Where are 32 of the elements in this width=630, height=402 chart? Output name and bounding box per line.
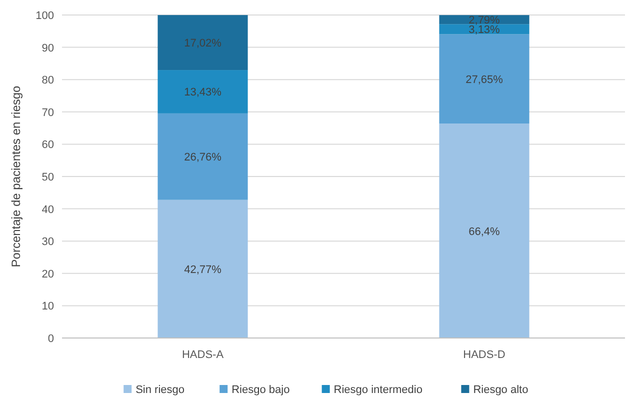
data-label: 13,43% [184, 86, 222, 99]
y-tick-label: 60 [42, 139, 54, 152]
y-tick-label: 90 [42, 42, 54, 54]
bar [439, 124, 530, 338]
y-tick-label: 70 [42, 106, 54, 119]
data-label: 17,02% [184, 38, 222, 50]
bar [158, 15, 248, 70]
bar [439, 34, 530, 124]
y-tick-label: 10 [42, 300, 54, 313]
x-tick-label: HADS-D [463, 349, 506, 361]
y-tick-label: 20 [42, 268, 54, 280]
data-label: 42,77% [184, 264, 222, 276]
legend-label: Riesgo alto [473, 384, 528, 396]
y-tick-label: 40 [42, 204, 54, 216]
data-label: 2,79% [468, 14, 500, 27]
y-axis-title: Porcentaje de pacientes en riesgo [9, 85, 23, 268]
legend-label: Sin riesgo [136, 384, 185, 396]
bar [158, 70, 248, 114]
bar [158, 200, 248, 338]
y-tick-label: 80 [42, 74, 54, 87]
legend-label: Riesgo bajo [232, 384, 290, 396]
legend-label: Riesgo intermedio [334, 384, 422, 396]
data-label: 27,65% [466, 74, 504, 86]
y-tick-label: 100 [36, 10, 54, 22]
data-label: 66,4% [468, 226, 500, 238]
y-tick-label: 0 [48, 333, 54, 345]
data-label: 3,13% [468, 24, 500, 36]
data-label: 26,76% [184, 152, 222, 164]
y-tick-label: 50 [42, 172, 54, 184]
y-tick-label: 30 [42, 236, 54, 248]
bar [158, 113, 248, 200]
x-tick-label: HADS-A [182, 349, 224, 361]
